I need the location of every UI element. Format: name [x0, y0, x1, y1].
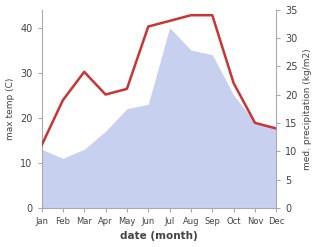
Y-axis label: med. precipitation (kg/m2): med. precipitation (kg/m2) [303, 48, 313, 169]
X-axis label: date (month): date (month) [120, 231, 198, 242]
Y-axis label: max temp (C): max temp (C) [5, 78, 15, 140]
